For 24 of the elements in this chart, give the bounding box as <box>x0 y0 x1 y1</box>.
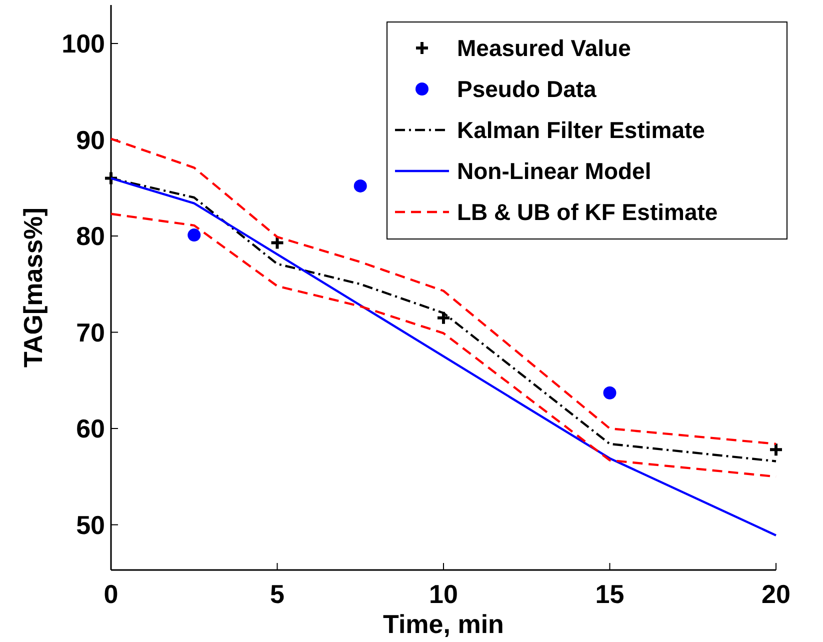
x-tick-label: 20 <box>762 579 790 609</box>
y-tick-label: 80 <box>76 221 105 252</box>
x-tick-label: 0 <box>104 579 118 609</box>
x-tick-label: 10 <box>429 579 458 609</box>
y-axis-title: TAG[mass%] <box>18 208 48 368</box>
point <box>188 228 201 242</box>
line-series <box>110 138 778 446</box>
y-tick-label: 100 <box>62 28 105 58</box>
point <box>768 442 784 458</box>
x-tick-label: 15 <box>595 579 624 609</box>
legend-label: LB & UB of KF Estimate <box>457 199 718 225</box>
point <box>354 179 367 192</box>
point <box>436 310 451 326</box>
x-tick-label: 5 <box>270 579 284 609</box>
legend-label: Pseudo Data <box>457 76 597 102</box>
y-tick-label: 90 <box>76 124 105 155</box>
y-tick-label: 50 <box>76 510 105 540</box>
y-tick-label: 70 <box>76 317 105 348</box>
y-tick-label: 60 <box>76 414 105 444</box>
legend-label: Non-Linear Model <box>457 158 652 184</box>
x-axis-title: Time, min <box>383 609 504 639</box>
point <box>603 386 616 400</box>
legend-label: Measured Value <box>457 35 631 61</box>
legend-label: Kalman Filter Estimate <box>457 117 705 143</box>
